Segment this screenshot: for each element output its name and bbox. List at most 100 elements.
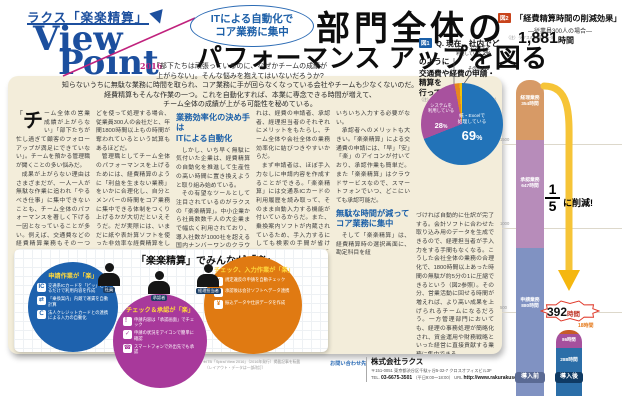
lede-line: チーム全体の成績が上がる可能性を秘めている。 <box>163 101 317 109</box>
subhead-1: 業務効率化の決め手は ITによる自動化 <box>176 113 250 143</box>
reduction-fraction: 1 5 <box>545 182 560 213</box>
footer-divider <box>366 357 367 382</box>
pie-label-system: システムを 利用している 28% <box>427 103 455 130</box>
person-label: 承認者 <box>150 295 168 301</box>
pie-label-paper-excel: 紙・Excelで 処理している 69% <box>457 114 487 143</box>
circle-item: IC 交通系ICカードを「ピッ」とするだけで利用内容を作成 <box>37 282 109 294</box>
credit-card-icon: Ｃ <box>37 309 46 319</box>
subhead-2: 無駄な時間が減って コア業務に集中 <box>336 208 410 228</box>
circle-item: Ｃ 法人クレジットカードとの連携による入力の自動化 <box>37 309 109 321</box>
fig1-pie-chart <box>421 83 503 165</box>
segment-shinsei <box>516 248 544 396</box>
dropcap-quote: 「 <box>16 111 23 118</box>
fig1-title-line2: 交通費や経費の申請・精算を <box>419 69 495 88</box>
person-employee: 社員 <box>98 263 120 293</box>
fig1-badge: 図1 <box>419 38 432 48</box>
axis-tick: 1500 <box>500 137 510 142</box>
segment-after-top-label: 18時間 <box>578 323 594 329</box>
dropcap: チ <box>23 110 43 132</box>
bar-label-after: 導入後 <box>555 372 583 383</box>
segment-shonin <box>516 140 544 248</box>
person-label: 社員 <box>102 287 116 293</box>
circle-accounting: チェック、入力作業が「楽」 ✓ 規定違反の申請を自動チェック ⇄ 承認後は会計ソ… <box>204 256 302 354</box>
viewpoint-logo-point: Point 2016 <box>58 43 163 83</box>
reprint-note: ※ITB「Spiral View 2016」（2016年発行）掲載記事を転載 （… <box>203 360 301 370</box>
company-block: 株式会社ラクス 〒151-0051 東京都渋谷区千駄ヶ谷5-32-7 クロスオフ… <box>371 356 534 381</box>
gridline-1000 <box>502 228 622 229</box>
logo-slash-line <box>62 17 196 77</box>
segment-label: 288時間 <box>560 358 578 363</box>
body-column-2: どを使って処理する場合、従業員300人の会社だと、年間1800時間以上もの時間が… <box>96 111 170 248</box>
bubble-line2: コア業務に集中 <box>215 26 289 38</box>
segment-label: 承認業務 647時間 <box>520 178 540 190</box>
company-address: 〒151-0051 東京都渋谷区千駄ヶ谷5-32-7 クロスオフィスビル3F <box>371 368 492 373</box>
axis-tick: 500 <box>500 305 507 310</box>
lede-line: 知らないうちに無駄な業務に時間を取られ、コア業務に手が回らなくなっている会社やチ… <box>61 82 419 90</box>
body-column-3: 業務効率化の決め手は ITによる自動化 しかし、いち早く無駄に気付いた企業は、経… <box>176 113 250 250</box>
brand-underline <box>27 23 149 25</box>
infographic-title: 「楽楽精算」でみんなが「楽」 <box>136 256 276 267</box>
lede-line: 経費精算もそんな作業の一つ。これを自動化すれば、本業に専念できる時間が増えて、 <box>104 91 376 99</box>
body-column-6: づければ自動的に仕訳が完了する。会計ソフトに合わせた取り込み用のデータを生成でき… <box>416 213 494 354</box>
pie-leader-lines <box>453 58 474 87</box>
pie-label-other: その他1% <box>468 66 489 72</box>
fig2-subtitle: ―従業員300人の場合― <box>527 29 592 35</box>
bar-before <box>516 80 544 396</box>
ic-card-icon: IC <box>37 282 46 292</box>
gridline-1500 <box>502 144 622 145</box>
segment-after-top <box>556 330 582 334</box>
segment-label: 86時間 <box>562 337 576 342</box>
lede-line: 「部下たちは頑張っているのに、なぜかチームの成績が <box>152 63 328 70</box>
axis-tick: 1000 <box>500 221 510 226</box>
lead-in-bubble: ITによる自動化で コア業務に集中 <box>190 5 314 47</box>
fig1-title-line1: Q. 現在、社内でどのように <box>419 39 500 66</box>
bubble-line1: ITによる自動化で <box>210 12 294 25</box>
person-silhouette-icon <box>104 263 114 272</box>
transit-icon: ⇄ <box>37 296 46 306</box>
circle-item: ✓ 規定違反の申請を自動チェック <box>214 276 292 286</box>
body-column-5: いちいち入力する必要がない。 承認者へのメリットも大きい。「楽楽精算」による交通… <box>336 111 410 257</box>
brand-title: ラクス「楽楽精算」 <box>27 11 149 25</box>
segment-label: 経理業務 354時間 <box>520 96 540 108</box>
reduction-suffix: に削減! <box>563 198 593 208</box>
phone-icon: ☎ <box>123 343 132 353</box>
circle-item: ⇄ 承認後は会計ソフトへデータ連携 <box>214 288 292 297</box>
burst-icon <box>540 300 600 322</box>
circle-item: ¥ 振込データや仕訳データを作成 <box>214 299 292 309</box>
body-column-1: 「チーム全体の営業成績が上がらない」「部下たちが忙し過ぎて顧客のフォローアップが… <box>16 110 90 248</box>
person-silhouette-icon <box>154 271 164 280</box>
person-label: 経理担当者 <box>196 288 221 294</box>
logo-year: 2016 <box>140 61 163 71</box>
circle-item: ✓ 申請の状況をアイコンで簡単に確認 <box>123 330 194 341</box>
pie-label-groupware: グループウェアを 利用している 2% <box>456 45 491 57</box>
headline-line2: パフォーマンス アップを図る <box>196 43 548 73</box>
person-accountant: 経理担当者 <box>196 264 221 294</box>
segment-after-mid <box>556 334 582 348</box>
circle-item: ☎ スマートフォンで外出先でも承認 <box>123 343 195 355</box>
total-after: 392時間 <box>547 305 581 319</box>
alert-icon: ！ <box>123 316 132 326</box>
company-name: 株式会社ラクス <box>371 357 424 366</box>
segment-keiri <box>516 80 544 140</box>
fig2-note: （注）ラクスの試算データ <box>506 35 554 40</box>
circle-item: ⇄ 「乗換案内」内蔵で運賃を自動計算 <box>37 296 109 307</box>
body-column-4: れは、経費の申請者、承認者、経理担当者のそれぞれにメリットをもたらし、チーム全体… <box>256 111 330 248</box>
logo-point: Point <box>58 43 159 83</box>
bar-label-before: 導入前 <box>515 372 545 383</box>
fig2-badge: 図2 <box>498 13 511 23</box>
fig2-title: 「経費精算時間の削減効果」 <box>515 14 622 23</box>
headline-line1: 部門全体の <box>316 10 506 48</box>
segment-label: 申請業務 880時間 <box>520 298 540 310</box>
company-contact-line: TEL. 03-6675-3501 （平日9:00〜18:00） URL htt… <box>371 375 535 381</box>
circle-approval: チェック＆承認が「楽」 ！ 申請内容は「承認画面」でチェック ✓ 申請の状況をア… <box>113 294 207 388</box>
person-silhouette-icon <box>203 264 213 273</box>
circle-item: ！ 申請内容は「承認画面」でチェック <box>123 316 195 328</box>
check-icon: ✓ <box>123 330 132 340</box>
contact-label: お問い合わせ先 <box>330 361 367 367</box>
viewpoint-logo: View <box>33 22 123 56</box>
phone-number: 03-6675-3501 <box>381 375 413 381</box>
lede-line: 上がらない」。そんな悩みを抱えてはいないだろうか? <box>156 72 324 80</box>
lede: 「部下たちは頑張っているのに、なぜかチームの成績が 上がらない」。そんな悩みを抱… <box>25 62 455 110</box>
reduction-arrow-icon <box>540 82 580 291</box>
